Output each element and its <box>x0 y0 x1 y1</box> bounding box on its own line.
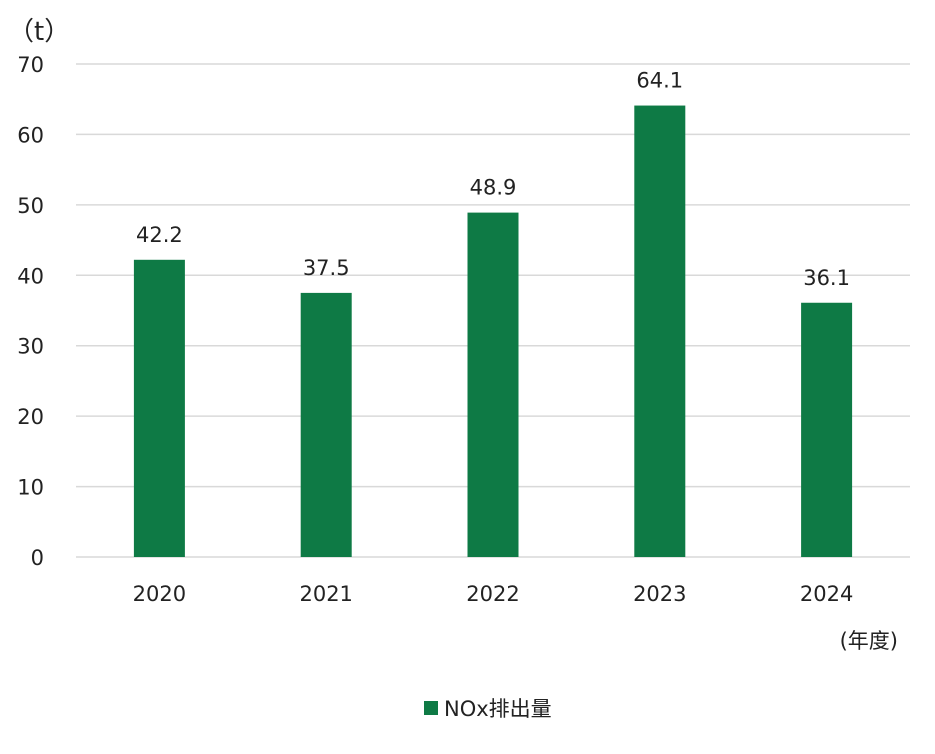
bar-2024 <box>801 302 853 557</box>
y-axis-unit-label: （t） <box>8 17 70 47</box>
x-tick-label: 2022 <box>466 582 519 606</box>
bar-2023 <box>634 105 686 557</box>
x-tick-label: 2021 <box>299 582 352 606</box>
x-axis-unit-label: (年度) <box>840 629 898 653</box>
data-label: 36.1 <box>803 266 850 290</box>
y-tick-label: 10 <box>17 476 44 500</box>
y-tick-label: 40 <box>17 264 44 288</box>
legend-label: NOx排出量 <box>444 697 552 721</box>
legend-swatch <box>424 701 438 715</box>
x-tick-label: 2023 <box>633 582 686 606</box>
y-tick-label: 20 <box>17 405 44 429</box>
bar-2021 <box>300 292 352 557</box>
data-label: 48.9 <box>470 176 517 200</box>
data-label: 37.5 <box>303 256 350 280</box>
x-tick-label: 2020 <box>133 582 186 606</box>
data-label: 64.1 <box>636 69 683 93</box>
y-tick-label: 0 <box>31 546 44 570</box>
y-tick-label: 60 <box>17 123 44 147</box>
x-tick-label: 2024 <box>800 582 853 606</box>
data-label: 42.2 <box>136 223 183 247</box>
y-tick-label: 50 <box>17 194 44 218</box>
bar-2020 <box>133 259 185 557</box>
y-tick-label: 30 <box>17 335 44 359</box>
bar-2022 <box>467 212 519 557</box>
y-tick-label: 70 <box>17 53 44 77</box>
